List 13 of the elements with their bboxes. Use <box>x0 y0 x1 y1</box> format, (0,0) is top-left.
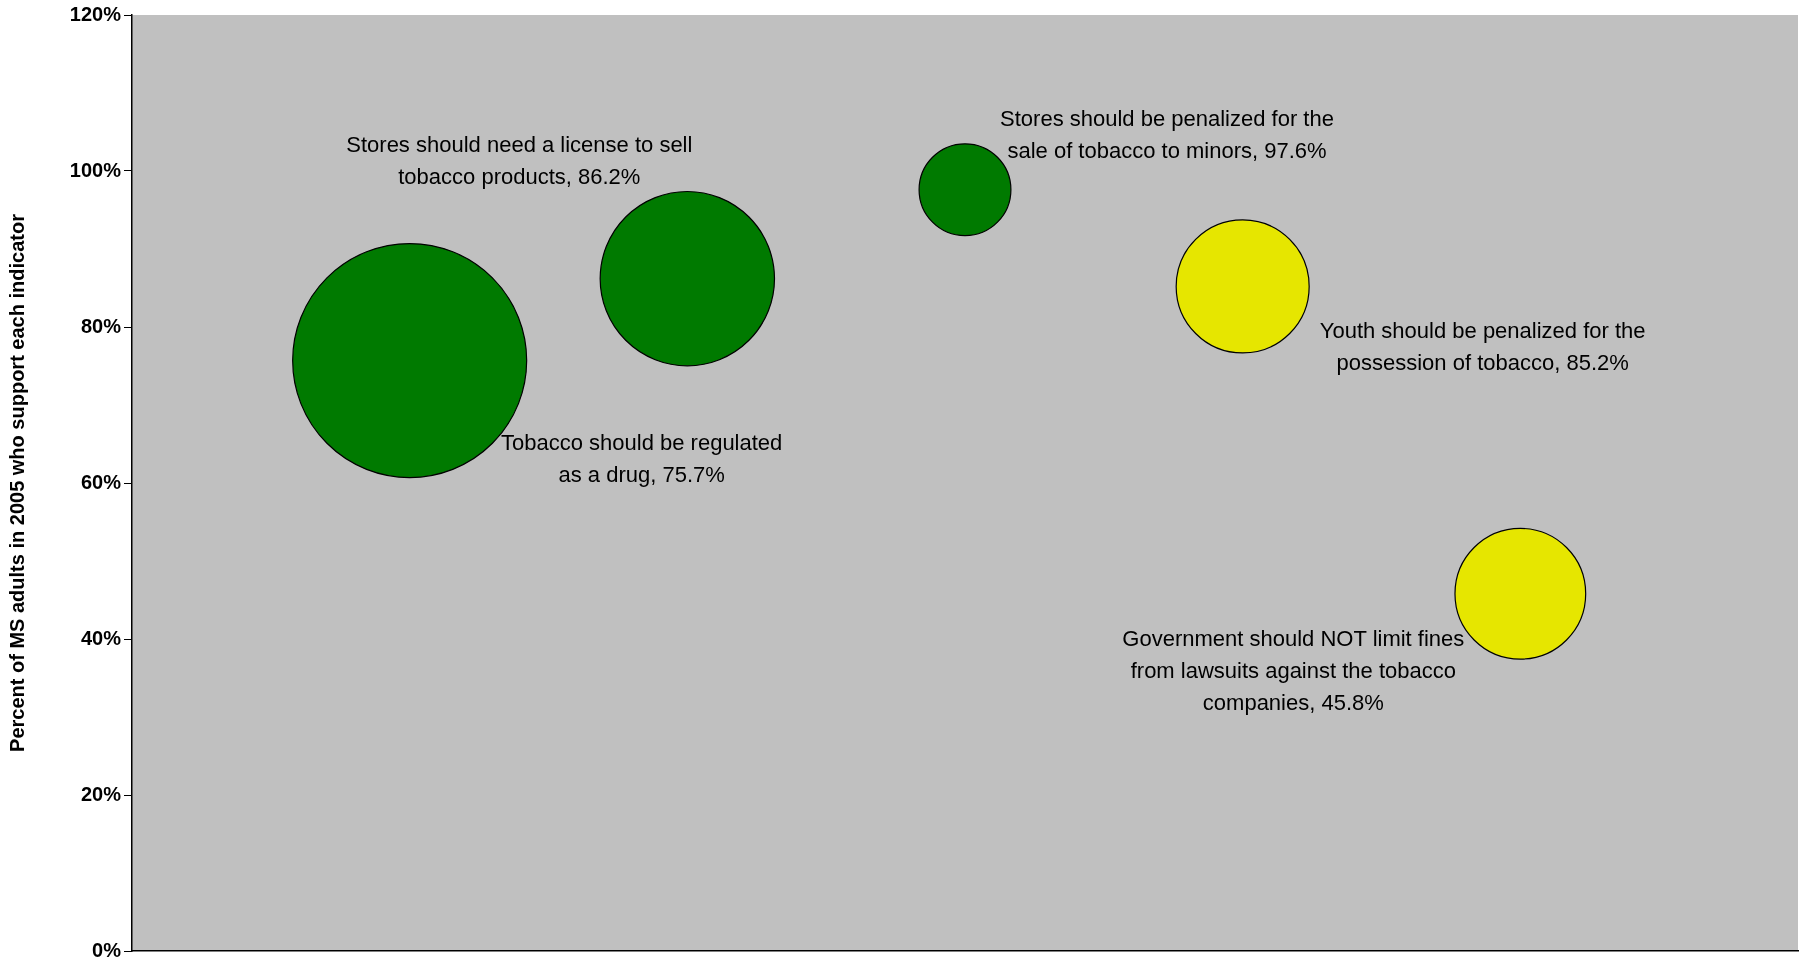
y-tick-label: 80% <box>80 314 122 337</box>
data-label: Youth should be penalized for the possession of tobacco, 85.2% <box>1319 317 1646 375</box>
y-tick-label: 120% <box>69 2 122 25</box>
data-label: Stores should be penalized for the sale of tobacco to minors, 97.6% <box>1000 105 1334 163</box>
y-tick-label: 40% <box>80 626 122 649</box>
y-tick-label: 60% <box>80 470 122 493</box>
data-label: Stores should need a license to sell tobacco products, 86.2% <box>346 131 693 189</box>
y-tick-label: 20% <box>80 782 122 805</box>
data-label: Government should NOT limit fines from lawsuits against the tobacco companies, 45.8% <box>1122 625 1465 715</box>
y-tick-label: 0% <box>92 938 122 961</box>
y-tick-label: 100% <box>69 158 122 181</box>
y-axis-title: Percent of MS adults in 2005 who support each indicator <box>5 213 28 752</box>
data-label: Tobacco should be regulated as a drug, 75.7% <box>501 429 783 487</box>
